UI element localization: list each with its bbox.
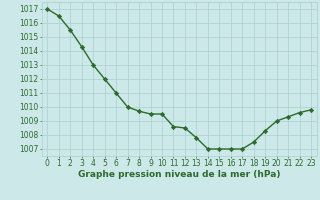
- X-axis label: Graphe pression niveau de la mer (hPa): Graphe pression niveau de la mer (hPa): [78, 170, 280, 179]
